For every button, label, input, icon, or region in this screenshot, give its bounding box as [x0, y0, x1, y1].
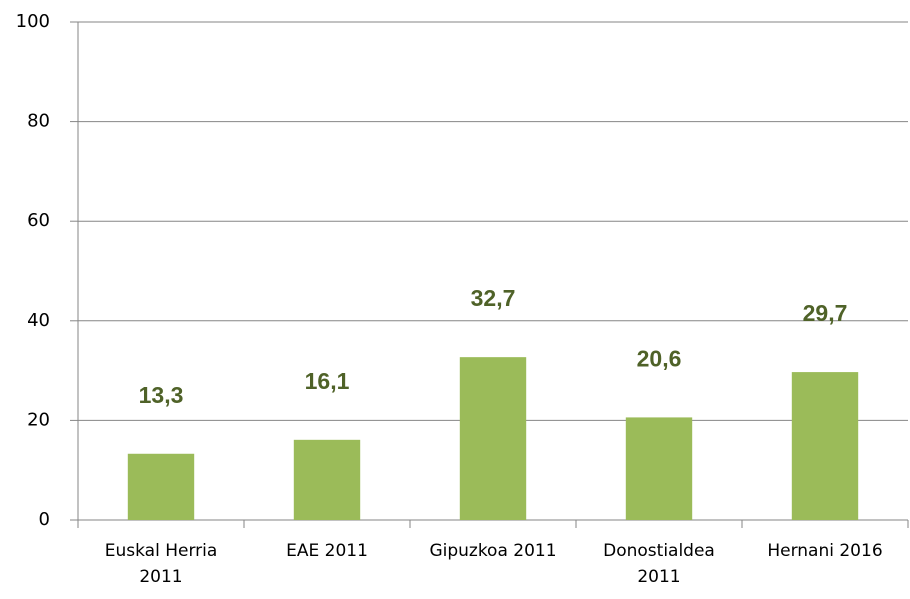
bar [293, 439, 361, 520]
bar [459, 357, 527, 520]
bar [625, 417, 693, 520]
y-tick-label: 20 [27, 409, 50, 430]
y-tick-label: 40 [27, 310, 50, 331]
x-tick-label-box: Euskal Herria 2011 [104, 541, 218, 587]
data-label: 29,7 [803, 300, 848, 326]
data-label: 16,1 [305, 368, 350, 394]
x-tick-label-box: Hernani 2016 [767, 541, 883, 561]
y-tick-label: 100 [16, 11, 50, 32]
x-tick-label: Donostialdea 2011 [603, 541, 715, 587]
y-tick-label: 80 [27, 111, 50, 132]
y-tick-label: 0 [39, 509, 50, 530]
bar [127, 453, 195, 520]
y-tick-label: 60 [27, 210, 50, 231]
x-tick-label: Euskal Herria 2011 [104, 541, 218, 587]
x-tick-label-box: Donostialdea 2011 [603, 541, 715, 587]
bar [791, 372, 859, 520]
data-label: 32,7 [471, 285, 516, 311]
x-tick-label-box: Gipuzkoa 2011 [429, 541, 557, 561]
x-tick-label: Gipuzkoa 2011 [429, 541, 557, 561]
data-label: 13,3 [139, 382, 184, 408]
x-tick-label: Hernani 2016 [767, 541, 883, 561]
data-label: 20,6 [637, 345, 682, 371]
x-tick-label: EAE 2011 [286, 541, 368, 561]
x-tick-label-box: EAE 2011 [286, 541, 368, 561]
